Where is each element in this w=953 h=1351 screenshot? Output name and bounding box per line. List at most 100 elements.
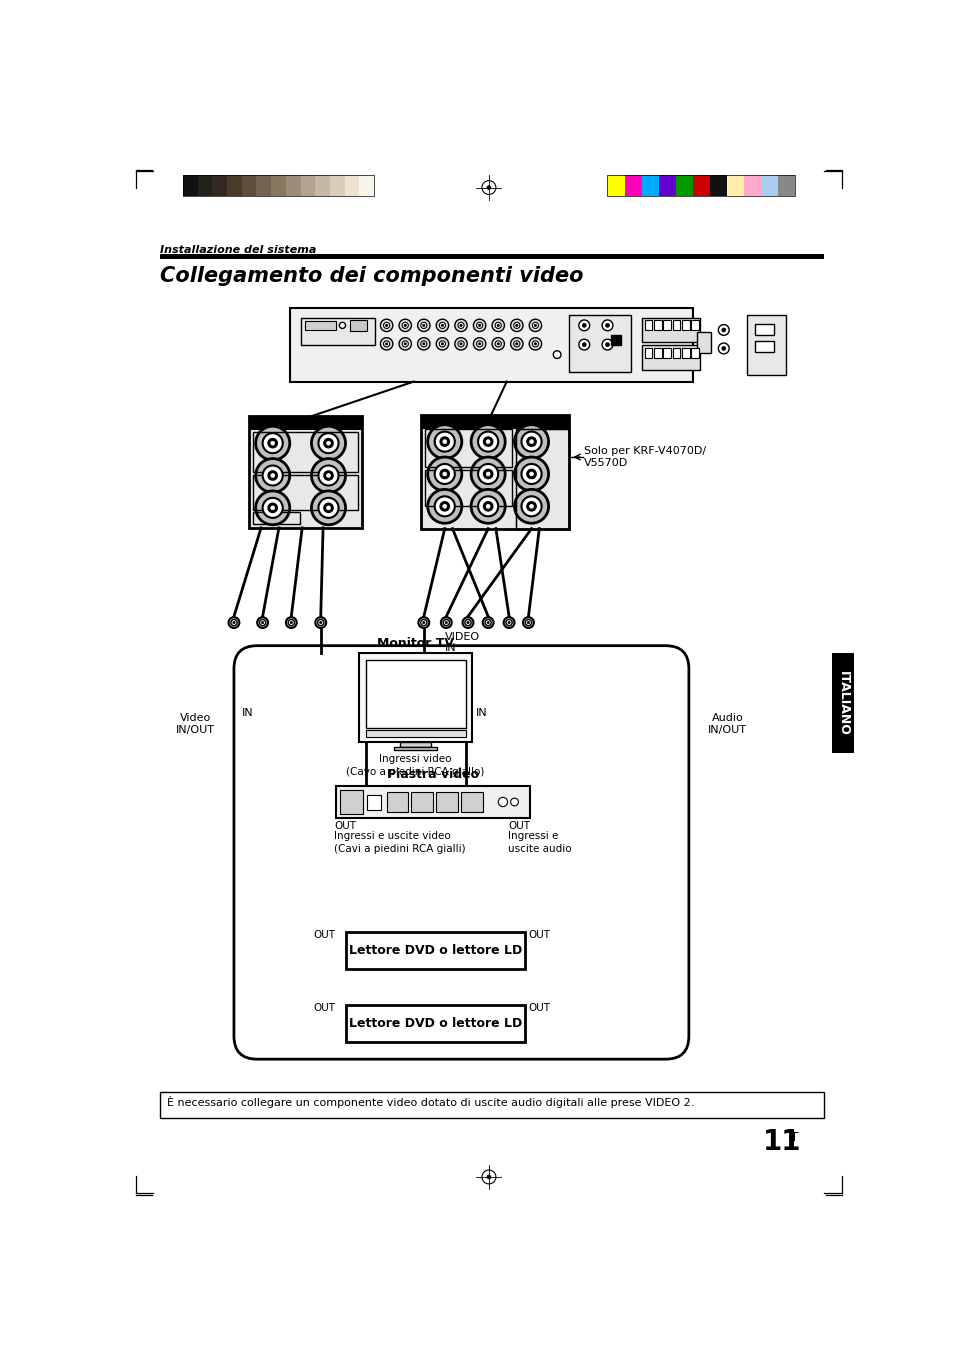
Circle shape — [326, 505, 330, 509]
Circle shape — [521, 431, 541, 451]
Bar — [359, 654, 472, 742]
Bar — [692, 176, 709, 196]
Circle shape — [534, 343, 536, 345]
Circle shape — [439, 469, 449, 478]
Bar — [286, 176, 300, 196]
Text: Video
IN/OUT: Video IN/OUT — [175, 713, 214, 735]
Circle shape — [439, 323, 445, 328]
Circle shape — [526, 436, 536, 446]
Bar — [249, 416, 361, 430]
Circle shape — [323, 471, 333, 480]
Circle shape — [471, 489, 505, 523]
Bar — [271, 176, 286, 196]
Bar — [644, 320, 652, 330]
Bar — [516, 428, 568, 528]
Circle shape — [317, 620, 323, 626]
Circle shape — [457, 340, 464, 347]
Bar — [754, 340, 773, 351]
Circle shape — [486, 185, 491, 189]
Text: OUT: OUT — [314, 929, 335, 940]
Circle shape — [259, 620, 266, 626]
Bar — [346, 1005, 524, 1042]
Circle shape — [513, 340, 519, 347]
Text: OUT: OUT — [528, 929, 550, 940]
Circle shape — [497, 343, 498, 345]
Circle shape — [380, 319, 393, 331]
Circle shape — [380, 338, 393, 350]
Circle shape — [473, 319, 485, 331]
Circle shape — [288, 620, 294, 626]
Circle shape — [505, 620, 512, 626]
Circle shape — [435, 463, 455, 484]
Circle shape — [483, 436, 493, 446]
Circle shape — [271, 505, 274, 509]
Text: OUT: OUT — [334, 821, 355, 831]
Circle shape — [422, 324, 424, 327]
Circle shape — [471, 457, 505, 490]
Circle shape — [526, 501, 536, 511]
Bar — [516, 428, 568, 528]
Circle shape — [315, 617, 326, 628]
Circle shape — [718, 343, 728, 354]
Circle shape — [507, 621, 510, 624]
Circle shape — [534, 324, 536, 327]
Bar — [300, 176, 315, 196]
Circle shape — [721, 328, 725, 332]
Bar — [754, 324, 773, 335]
Circle shape — [268, 471, 277, 480]
Bar — [672, 347, 679, 358]
Circle shape — [422, 343, 424, 345]
Bar — [662, 320, 670, 330]
Bar — [241, 176, 256, 196]
Circle shape — [513, 323, 519, 328]
Circle shape — [521, 463, 541, 484]
Circle shape — [441, 324, 443, 327]
Bar — [607, 176, 624, 196]
Circle shape — [529, 319, 541, 331]
Circle shape — [483, 469, 493, 478]
Bar — [675, 176, 692, 196]
Text: IN: IN — [476, 708, 487, 717]
Circle shape — [257, 617, 268, 628]
Circle shape — [521, 496, 541, 516]
Bar — [256, 176, 271, 196]
Bar — [696, 331, 710, 353]
Circle shape — [529, 439, 533, 443]
Circle shape — [459, 324, 461, 327]
Circle shape — [319, 621, 321, 624]
Circle shape — [318, 434, 338, 453]
Bar — [346, 932, 524, 969]
Circle shape — [262, 434, 282, 453]
Circle shape — [522, 617, 534, 628]
Bar — [344, 176, 359, 196]
Circle shape — [514, 457, 548, 490]
Circle shape — [529, 504, 533, 508]
Circle shape — [398, 338, 411, 350]
Bar — [350, 320, 367, 331]
Circle shape — [318, 497, 338, 517]
Circle shape — [404, 324, 406, 327]
Circle shape — [492, 319, 504, 331]
Circle shape — [427, 424, 461, 458]
Circle shape — [478, 343, 480, 345]
Circle shape — [486, 439, 490, 443]
Bar — [394, 747, 436, 750]
Circle shape — [261, 621, 264, 624]
Circle shape — [422, 621, 424, 624]
Bar — [399, 742, 431, 747]
Bar — [183, 176, 374, 196]
Circle shape — [601, 339, 612, 350]
Bar — [641, 176, 658, 196]
Bar — [831, 654, 853, 754]
Circle shape — [442, 439, 446, 443]
Text: Collegamento dei componenti video: Collegamento dei componenti video — [159, 266, 582, 286]
Circle shape — [385, 343, 387, 345]
Circle shape — [436, 338, 448, 350]
Bar — [411, 792, 433, 812]
Text: 11: 11 — [761, 1128, 801, 1156]
Circle shape — [477, 463, 497, 484]
Circle shape — [483, 501, 493, 511]
Bar — [760, 176, 778, 196]
Bar — [568, 315, 630, 373]
Bar — [654, 347, 661, 358]
